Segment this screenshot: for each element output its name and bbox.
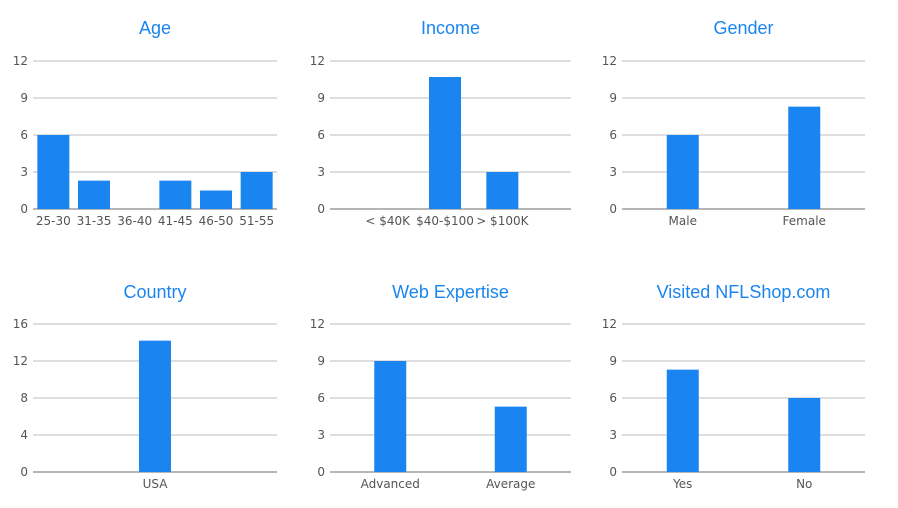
y-tick-label: 9 bbox=[609, 91, 617, 105]
chart-panel-5: Web Expertise 0 3 6 9 12 Advanced Average bbox=[310, 282, 571, 491]
bar-yes bbox=[666, 369, 699, 472]
x-tick-label: > $100K bbox=[476, 214, 529, 228]
chart-panel-6: Visited NFLShop.com 0 3 6 9 12 Yes No bbox=[602, 282, 865, 491]
x-tick-label: $40-$100 bbox=[416, 214, 474, 228]
y-tick-label: 12 bbox=[602, 317, 617, 331]
chart-panel-4: Country 0 4 8 12 16 USA bbox=[13, 282, 277, 491]
y-tick-label: 9 bbox=[609, 354, 617, 368]
y-tick-label: 9 bbox=[317, 354, 325, 368]
chart-title: Gender bbox=[713, 18, 773, 38]
y-tick-label: 6 bbox=[20, 128, 28, 142]
bar-31-35 bbox=[78, 180, 110, 209]
y-tick-label: 12 bbox=[310, 317, 325, 331]
y-tick-label: 0 bbox=[317, 465, 325, 479]
x-tick-label: < $40K bbox=[365, 214, 411, 228]
bar-51-55 bbox=[240, 172, 273, 209]
y-tick-label: 0 bbox=[317, 202, 325, 216]
chart-title: Web Expertise bbox=[392, 282, 509, 302]
y-tick-label: 3 bbox=[317, 165, 325, 179]
y-tick-label: 3 bbox=[609, 428, 617, 442]
y-tick-label: 9 bbox=[20, 91, 28, 105]
y-tick-label: 0 bbox=[609, 465, 617, 479]
x-tick-label: Advanced bbox=[361, 477, 420, 491]
chart-title: Age bbox=[139, 18, 171, 38]
bar-25-30 bbox=[37, 135, 70, 209]
chart-panel-2: Income 0 3 6 9 12 < $40K $40-$100 > $100K bbox=[310, 18, 571, 228]
bar-advanced bbox=[374, 361, 407, 472]
y-tick-label: 6 bbox=[609, 128, 617, 142]
x-tick-label: Average bbox=[486, 477, 535, 491]
chart-panel-3: Gender 0 3 6 9 12 Male Female bbox=[602, 18, 865, 228]
chart-title: Visited NFLShop.com bbox=[657, 282, 831, 302]
x-tick-label: Yes bbox=[672, 477, 692, 491]
y-tick-label: 3 bbox=[317, 428, 325, 442]
x-tick-label: Male bbox=[669, 214, 697, 228]
y-tick-label: 0 bbox=[20, 202, 28, 216]
y-tick-label: 12 bbox=[13, 54, 28, 68]
x-tick-label: 46-50 bbox=[199, 214, 234, 228]
x-tick-label: 36-40 bbox=[117, 214, 152, 228]
chart-panel-1: Age 0 3 6 9 12 25-30 31-35 36-40 41-45 46-50 51-55 bbox=[13, 18, 277, 228]
bar-male bbox=[666, 135, 699, 209]
y-tick-label: 0 bbox=[609, 202, 617, 216]
bar-46-50 bbox=[200, 190, 232, 209]
y-tick-label: 4 bbox=[20, 428, 28, 442]
bar-40-100 bbox=[429, 77, 461, 210]
x-tick-label: No bbox=[796, 477, 812, 491]
y-tick-label: 6 bbox=[317, 128, 325, 142]
x-tick-label: USA bbox=[143, 477, 169, 491]
bar-average bbox=[494, 406, 527, 472]
x-tick-label: 41-45 bbox=[158, 214, 193, 228]
y-tick-label: 8 bbox=[20, 391, 28, 405]
bar-100k bbox=[486, 172, 519, 209]
y-tick-label: 12 bbox=[310, 54, 325, 68]
x-tick-label: 31-35 bbox=[77, 214, 112, 228]
x-tick-label: Female bbox=[783, 214, 826, 228]
y-tick-label: 12 bbox=[602, 54, 617, 68]
y-tick-label: 0 bbox=[20, 465, 28, 479]
y-tick-label: 6 bbox=[317, 391, 325, 405]
x-tick-label: 25-30 bbox=[36, 214, 71, 228]
y-tick-label: 9 bbox=[317, 91, 325, 105]
chart-title: Income bbox=[421, 18, 480, 38]
y-tick-label: 16 bbox=[13, 317, 28, 331]
bar-no bbox=[788, 398, 821, 472]
bar-female bbox=[788, 106, 821, 209]
y-tick-label: 3 bbox=[609, 165, 617, 179]
y-tick-label: 3 bbox=[20, 165, 28, 179]
chart-title: Country bbox=[123, 282, 186, 302]
x-tick-label: 51-55 bbox=[239, 214, 274, 228]
y-tick-label: 6 bbox=[609, 391, 617, 405]
y-tick-label: 12 bbox=[13, 354, 28, 368]
bar-41-45 bbox=[159, 180, 192, 209]
bar-usa bbox=[139, 340, 171, 472]
